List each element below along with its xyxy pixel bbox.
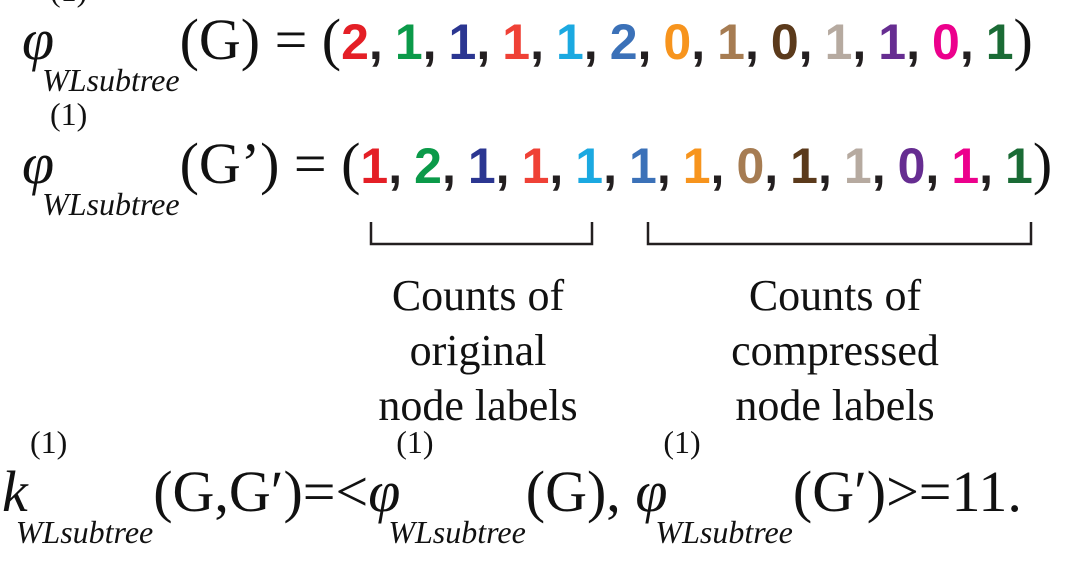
- count: 1: [394, 14, 423, 70]
- group-label: Counts of compressed node labels: [685, 268, 985, 433]
- label-line: Counts of: [748, 271, 922, 320]
- separator: ,: [637, 14, 652, 70]
- count: 1: [843, 138, 872, 194]
- count: 1: [555, 14, 584, 70]
- separator: ,: [906, 14, 921, 70]
- kernel-text: (G,G′)=<: [153, 459, 369, 524]
- separator: ,: [441, 138, 456, 194]
- label-line: original: [409, 326, 547, 375]
- feature-row: φ (1) WLsubtree (G’) = (1, 2, 1, 1, 1, 1, 1, 0, 1, 1…: [22, 96, 1053, 222]
- separator: ,: [603, 138, 618, 194]
- count: 1: [790, 138, 818, 194]
- separator: ,: [530, 14, 544, 70]
- separator: ,: [583, 14, 598, 70]
- separator: ,: [925, 138, 940, 194]
- label-line: compressed: [731, 326, 939, 375]
- symbol: φ(1): [22, 0, 87, 73]
- separator: ,: [817, 138, 832, 194]
- count: 1: [467, 138, 496, 194]
- subscript: WLsubtree: [15, 514, 154, 550]
- argument: (G) = (: [179, 7, 342, 72]
- count: 0: [897, 138, 926, 194]
- close-paren: ): [1013, 7, 1033, 72]
- feature-row: φ(1)WLsubtree(G) = (2,1,1,1,1,2,0,1,0,1,…: [22, 0, 1033, 98]
- count: 1: [682, 138, 711, 194]
- subscript: WLsubtree: [42, 62, 180, 98]
- count: 1: [1005, 138, 1033, 194]
- superscript: (1): [50, 0, 87, 9]
- separator: ,: [959, 14, 974, 70]
- subscript: WLsubtree: [388, 514, 526, 550]
- count: 2: [609, 14, 638, 70]
- separator: ,: [691, 14, 706, 70]
- separator: ,: [744, 14, 759, 70]
- argument: (G’) = (: [179, 131, 361, 196]
- count: 1: [878, 14, 907, 70]
- count: 1: [717, 14, 745, 70]
- separator: ,: [388, 138, 403, 194]
- separator: ,: [368, 14, 383, 70]
- count: 1: [360, 138, 389, 194]
- separator: ,: [871, 138, 886, 194]
- label-line: node labels: [735, 381, 935, 430]
- superscript: (1): [663, 424, 701, 460]
- symbol: φ(1): [635, 424, 701, 524]
- separator: ,: [495, 138, 510, 194]
- count: 2: [414, 138, 442, 194]
- separator: ,: [549, 138, 564, 194]
- bracket: [369, 222, 594, 246]
- separator: ,: [979, 138, 994, 194]
- separator: ,: [852, 14, 867, 70]
- kernel-text: (G′)>=11.: [792, 459, 1022, 524]
- label-line: node labels: [378, 381, 578, 430]
- count: 1: [985, 14, 1014, 70]
- count: 0: [770, 14, 799, 70]
- superscript: (1): [396, 424, 434, 460]
- count: 0: [736, 138, 765, 194]
- count: 1: [575, 138, 604, 194]
- count: 2: [341, 14, 369, 70]
- count: 1: [824, 14, 853, 70]
- count: 1: [502, 14, 531, 70]
- symbol: φ(1): [368, 424, 434, 524]
- count: 1: [951, 138, 980, 194]
- separator: ,: [798, 14, 813, 70]
- count: 1: [629, 138, 657, 194]
- label-line: Counts of: [391, 271, 565, 320]
- separator: ,: [710, 138, 725, 194]
- symbol: φ(1): [22, 96, 88, 196]
- bracket: [646, 222, 1033, 246]
- subscript: WLsubtree: [42, 186, 180, 222]
- superscript: (1): [50, 96, 88, 132]
- group-label: Counts of original node labels: [328, 268, 628, 433]
- kernel-text: (G),: [525, 459, 636, 524]
- superscript: (1): [30, 424, 68, 460]
- count: 1: [521, 138, 550, 194]
- separator: ,: [656, 138, 671, 194]
- count: 0: [932, 14, 960, 70]
- symbol: k (1): [2, 424, 68, 524]
- subscript: WLsubtree: [655, 514, 793, 550]
- count: 0: [663, 14, 692, 70]
- separator: ,: [422, 14, 437, 70]
- count: 1: [448, 14, 477, 70]
- separator: ,: [764, 138, 779, 194]
- close-paren: ): [1032, 131, 1053, 196]
- separator: ,: [476, 14, 491, 70]
- kernel-row: k (1) WLsubtree (G,G′)=< φ (1) WLsubtree (G), φ…: [2, 424, 1022, 550]
